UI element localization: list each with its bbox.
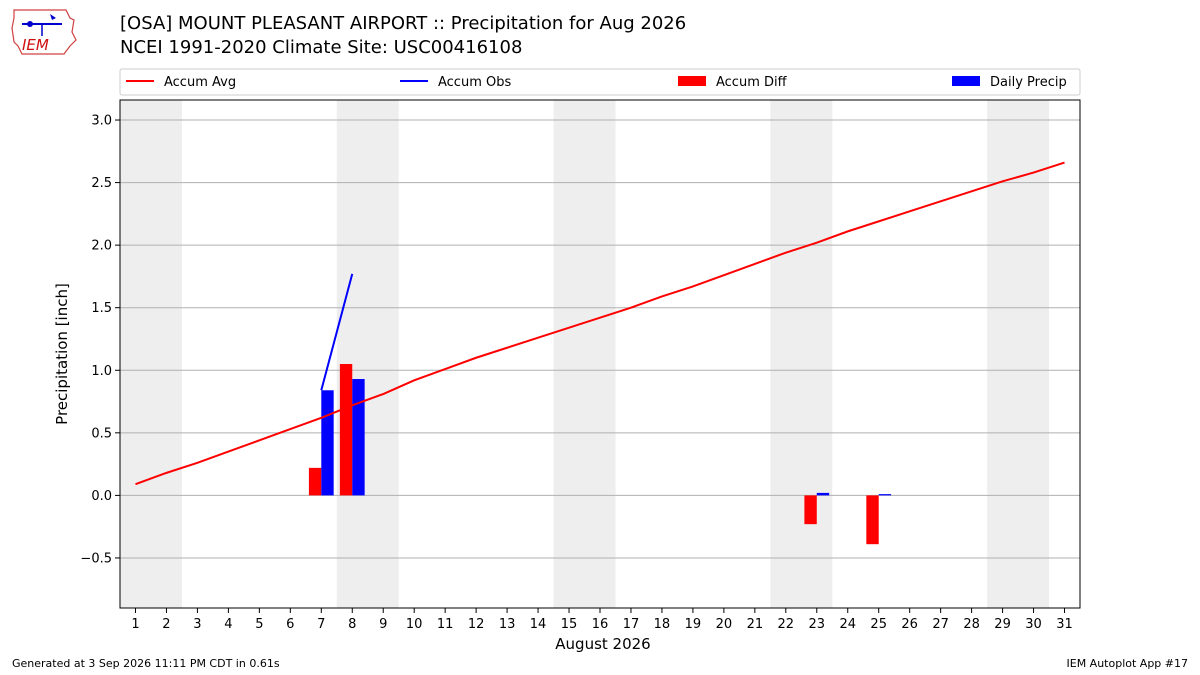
weekend-band — [336, 100, 399, 608]
x-tick-label: 3 — [193, 617, 201, 632]
x-tick-label: 12 — [468, 617, 485, 632]
legend-swatch-bar — [952, 76, 980, 86]
x-tick-label: 29 — [994, 617, 1011, 632]
app-credit: IEM Autoplot App #17 — [1066, 657, 1189, 670]
logo-wind-vane — [50, 14, 56, 20]
weekend-band — [770, 100, 833, 608]
x-tick-label: 30 — [1025, 617, 1042, 632]
x-tick-label: 1 — [131, 617, 139, 632]
accum-diff-bar — [339, 364, 353, 496]
y-tick-label: 3.0 — [91, 114, 112, 129]
x-tick-label: 25 — [870, 617, 887, 632]
generated-timestamp: Generated at 3 Sep 2026 11:11 PM CDT in … — [12, 657, 280, 670]
weekend-band — [553, 100, 616, 608]
x-axis-label: August 2026 — [555, 635, 650, 653]
weekend-band — [120, 100, 182, 608]
legend-box — [119, 68, 1081, 96]
x-tick-label: 21 — [747, 617, 764, 632]
y-axis: −0.5 0.0 0.5 1.0 1.5 2.0 2.5 3.0 — [80, 114, 120, 566]
x-tick-label: 31 — [1056, 617, 1073, 632]
accum-diff-bar — [308, 467, 322, 496]
x-tick-label: 27 — [932, 617, 949, 632]
legend-label: Daily Precip — [990, 75, 1067, 90]
x-tick-label: 11 — [437, 617, 454, 632]
x-tick-label: 20 — [716, 617, 733, 632]
x-tick-label: 13 — [499, 617, 516, 632]
legend-label: Accum Diff — [716, 75, 788, 90]
weekend-band — [987, 100, 1050, 608]
x-tick-label: 26 — [901, 617, 918, 632]
y-tick-label: −0.5 — [80, 551, 112, 566]
iowa-outline — [11, 9, 77, 55]
x-tick-label: 7 — [317, 617, 325, 632]
x-tick-label: 22 — [778, 617, 795, 632]
daily-precip-bar — [352, 379, 365, 496]
x-tick-label: 19 — [685, 617, 702, 632]
x-tick-label: 2 — [162, 617, 170, 632]
x-tick-label: 28 — [963, 617, 980, 632]
legend-label: Accum Obs — [438, 75, 511, 90]
weekend-bands — [120, 100, 1050, 608]
logo-instrument-dot — [27, 21, 33, 27]
x-tick-label: 16 — [592, 617, 609, 632]
legend-swatch-bar — [678, 76, 706, 86]
accum-diff-bar — [804, 495, 817, 525]
x-axis: 1 2 3 4 5 6 7 8 9 10 11 12 13 14 15 16 17 18 19 20 21 22 23 24 2… — [131, 608, 1073, 632]
x-tick-label: 10 — [406, 617, 423, 632]
daily-precip-bar — [816, 492, 830, 496]
legend: Accum Avg Accum Obs Accum Diff Daily Precip — [119, 68, 1081, 96]
daily-precip-bar — [321, 390, 334, 496]
accum-avg-line — [135, 161, 1065, 486]
x-tick-label: 15 — [561, 617, 578, 632]
daily-precip-bar — [878, 494, 892, 496]
y-tick-label: 1.0 — [91, 364, 112, 379]
y-tick-label: 1.5 — [91, 301, 112, 316]
y-tick-label: 2.0 — [91, 239, 112, 254]
x-tick-label: 8 — [348, 617, 356, 632]
x-tick-label: 6 — [286, 617, 294, 632]
title-line-2: NCEI 1991-2020 Climate Site: USC00416108 — [120, 37, 523, 58]
y-axis-label: Precipitation [inch] — [53, 283, 71, 425]
x-tick-label: 17 — [623, 617, 640, 632]
accum-obs-line — [320, 273, 354, 391]
y-tick-label: 0.5 — [91, 426, 112, 441]
bar-marks — [308, 364, 892, 545]
chart-title: [OSA] MOUNT PLEASANT AIRPORT :: Precipit… — [120, 12, 686, 60]
x-tick-label: 18 — [654, 617, 671, 632]
accum-diff-bar — [866, 495, 879, 545]
line-marks — [135, 161, 1065, 486]
x-tick-label: 5 — [255, 617, 263, 632]
iem-logo: IEM — [11, 9, 77, 55]
logo-text: IEM — [22, 36, 49, 54]
title-line-1: [OSA] MOUNT PLEASANT AIRPORT :: Precipit… — [120, 13, 687, 34]
x-tick-label: 24 — [839, 617, 856, 632]
x-tick-label: 14 — [530, 617, 547, 632]
x-tick-label: 23 — [809, 617, 826, 632]
legend-label: Accum Avg — [164, 75, 236, 90]
y-tick-label: 2.5 — [91, 176, 112, 191]
y-tick-label: 0.0 — [91, 489, 112, 504]
x-tick-label: 4 — [224, 617, 232, 632]
x-tick-label: 9 — [379, 617, 387, 632]
